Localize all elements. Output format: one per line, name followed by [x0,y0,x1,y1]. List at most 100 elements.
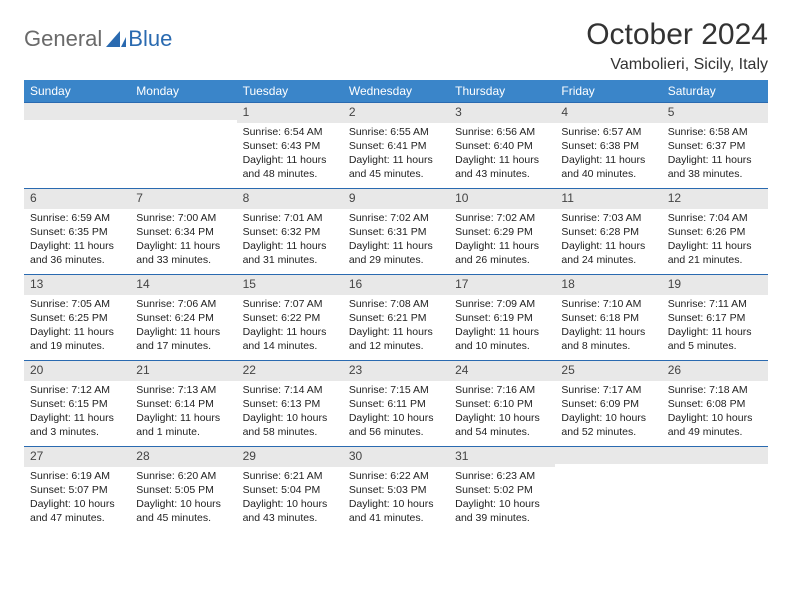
sunrise-text: Sunrise: 7:07 AM [243,297,337,311]
sunset-text: Sunset: 6:14 PM [136,397,230,411]
calendar-day-cell [555,446,661,532]
day-body: Sunrise: 7:07 AMSunset: 6:22 PMDaylight:… [237,295,343,358]
sunrise-text: Sunrise: 7:04 AM [668,211,762,225]
weekday-header: Tuesday [237,80,343,102]
day-body [555,464,661,470]
calendar-day-cell: 9Sunrise: 7:02 AMSunset: 6:31 PMDaylight… [343,188,449,274]
daylight-text: Daylight: 11 hours and 19 minutes. [30,325,124,353]
sunset-text: Sunset: 5:05 PM [136,483,230,497]
calendar-week-row: 1 Sunrise: 6:54 AMSunset: 6:43 PM Daylight… [24,102,768,188]
daylight-text: Daylight: 11 hours and 26 minutes. [455,239,549,267]
weekday-header: Friday [555,80,661,102]
calendar-day-cell: 17Sunrise: 7:09 AMSunset: 6:19 PMDayligh… [449,274,555,360]
day-number: 13 [24,274,130,295]
daylight-text: Daylight: 11 hours and 31 minutes. [243,239,337,267]
sunset-text: Sunset: 6:21 PM [349,311,443,325]
day-number: 1 [237,102,343,123]
sunset-text: Sunset: 6:17 PM [668,311,762,325]
sunrise-text: Sunrise: 7:17 AM [561,383,655,397]
day-number: 21 [130,360,236,381]
day-number: 25 [555,360,661,381]
day-number: 31 [449,446,555,467]
day-number: 20 [24,360,130,381]
logo: General Blue [24,18,172,52]
day-body: Sunrise: 6:21 AMSunset: 5:04 PMDaylight:… [237,467,343,530]
day-body: Sunrise: 6:57 AMSunset: 6:38 PMDaylight:… [555,123,661,186]
day-number: 2 [343,102,449,123]
sunrise-text: Sunrise: 6:19 AM [30,469,124,483]
calendar-day-cell: 15Sunrise: 7:07 AMSunset: 6:22 PMDayligh… [237,274,343,360]
calendar-day-cell [24,102,130,188]
sunset-text: Sunset: 6:29 PM [455,225,549,239]
day-body: Sunrise: 7:04 AMSunset: 6:26 PMDaylight:… [662,209,768,272]
day-body [130,120,236,126]
calendar-day-cell: 27Sunrise: 6:19 AMSunset: 5:07 PMDayligh… [24,446,130,532]
day-body: Sunrise: 7:03 AMSunset: 6:28 PMDaylight:… [555,209,661,272]
calendar-week-row: 13Sunrise: 7:05 AMSunset: 6:25 PMDayligh… [24,274,768,360]
day-number: 24 [449,360,555,381]
sunrise-text: Sunrise: 6:58 AM [668,125,762,139]
sunset-text: Sunset: 6:43 PM [243,139,337,153]
calendar-day-cell: 8Sunrise: 7:01 AMSunset: 6:32 PMDaylight… [237,188,343,274]
day-number: 4 [555,102,661,123]
sunset-text: Sunset: 6:32 PM [243,225,337,239]
daylight-text: Daylight: 10 hours and 52 minutes. [561,411,655,439]
sunrise-text: Sunrise: 6:54 AM [243,125,337,139]
day-number: 15 [237,274,343,295]
day-body [24,120,130,126]
calendar-day-cell: 2Sunrise: 6:55 AMSunset: 6:41 PMDaylight… [343,102,449,188]
calendar-day-cell: 29Sunrise: 6:21 AMSunset: 5:04 PMDayligh… [237,446,343,532]
daylight-text: Daylight: 11 hours and 29 minutes. [349,239,443,267]
daylight-text: Daylight: 11 hours and 8 minutes. [561,325,655,353]
sunrise-text: Sunrise: 6:55 AM [349,125,443,139]
weekday-header: Wednesday [343,80,449,102]
sunrise-text: Sunrise: 7:02 AM [455,211,549,225]
calendar-day-cell: 4Sunrise: 6:57 AMSunset: 6:38 PMDaylight… [555,102,661,188]
sunset-text: Sunset: 6:35 PM [30,225,124,239]
day-body: Sunrise: 7:02 AMSunset: 6:29 PMDaylight:… [449,209,555,272]
daylight-text: Daylight: 11 hours and 12 minutes. [349,325,443,353]
sunset-text: Sunset: 6:37 PM [668,139,762,153]
day-body: Sunrise: 7:08 AMSunset: 6:21 PMDaylight:… [343,295,449,358]
daylight-text: Daylight: 11 hours and 5 minutes. [668,325,762,353]
calendar-day-cell: 28Sunrise: 6:20 AMSunset: 5:05 PMDayligh… [130,446,236,532]
calendar-day-cell: 6Sunrise: 6:59 AMSunset: 6:35 PMDaylight… [24,188,130,274]
sunrise-text: Sunrise: 7:00 AM [136,211,230,225]
daylight-text: Daylight: 11 hours and 43 minutes. [455,153,549,181]
sunset-text: Sunset: 5:04 PM [243,483,337,497]
daylight-text: Daylight: 11 hours and 14 minutes. [243,325,337,353]
sunrise-text: Sunrise: 7:02 AM [349,211,443,225]
day-number: 9 [343,188,449,209]
day-body [662,464,768,470]
sunrise-text: Sunrise: 7:10 AM [561,297,655,311]
day-number [555,446,661,464]
logo-sail-icon [106,31,126,47]
day-body: Sunrise: 6:58 AMSunset: 6:37 PMDaylight:… [662,123,768,186]
day-number: 12 [662,188,768,209]
calendar-day-cell [130,102,236,188]
day-body: Sunrise: 7:16 AMSunset: 6:10 PMDaylight:… [449,381,555,444]
sunrise-text: Sunrise: 7:06 AM [136,297,230,311]
sunset-text: Sunset: 6:08 PM [668,397,762,411]
day-number: 14 [130,274,236,295]
calendar-day-cell: 18Sunrise: 7:10 AMSunset: 6:18 PMDayligh… [555,274,661,360]
sunrise-text: Sunrise: 6:21 AM [243,469,337,483]
daylight-text: Daylight: 10 hours and 39 minutes. [455,497,549,525]
daylight-text: Daylight: 10 hours and 49 minutes. [668,411,762,439]
day-number [662,446,768,464]
daylight-text: Daylight: 11 hours and 36 minutes. [30,239,124,267]
sunrise-text: Sunrise: 7:16 AM [455,383,549,397]
calendar-day-cell: 24Sunrise: 7:16 AMSunset: 6:10 PMDayligh… [449,360,555,446]
sunset-text: Sunset: 6:19 PM [455,311,549,325]
daylight-text: Daylight: 11 hours and 45 minutes. [349,153,443,181]
calendar-day-cell: 10Sunrise: 7:02 AMSunset: 6:29 PMDayligh… [449,188,555,274]
calendar-day-cell: 12Sunrise: 7:04 AMSunset: 6:26 PMDayligh… [662,188,768,274]
calendar-day-cell: 31Sunrise: 6:23 AMSunset: 5:02 PMDayligh… [449,446,555,532]
calendar-day-cell: 13Sunrise: 7:05 AMSunset: 6:25 PMDayligh… [24,274,130,360]
day-number: 10 [449,188,555,209]
daylight-text: Daylight: 11 hours and 21 minutes. [668,239,762,267]
sunrise-text: Sunrise: 7:12 AM [30,383,124,397]
calendar-day-cell: 5Sunrise: 6:58 AMSunset: 6:37 PMDaylight… [662,102,768,188]
sunrise-text: Sunrise: 6:59 AM [30,211,124,225]
day-body: Sunrise: 7:18 AMSunset: 6:08 PMDaylight:… [662,381,768,444]
